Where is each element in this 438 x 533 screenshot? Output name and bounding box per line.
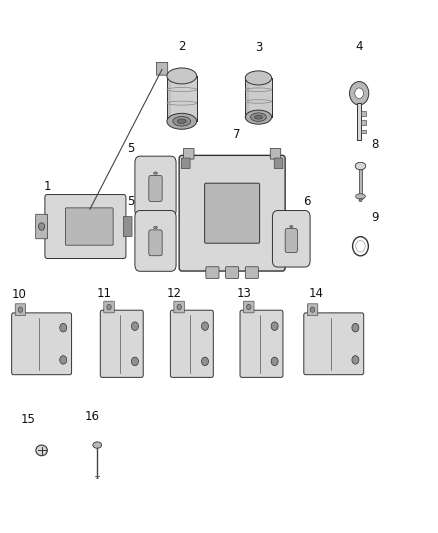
FancyBboxPatch shape <box>205 183 260 243</box>
Ellipse shape <box>254 115 262 119</box>
Polygon shape <box>245 78 248 117</box>
FancyBboxPatch shape <box>307 304 318 316</box>
FancyBboxPatch shape <box>179 156 285 271</box>
FancyBboxPatch shape <box>135 156 176 217</box>
Ellipse shape <box>271 322 278 330</box>
Ellipse shape <box>350 82 369 105</box>
Ellipse shape <box>131 357 138 366</box>
FancyBboxPatch shape <box>226 266 239 279</box>
Ellipse shape <box>245 71 272 85</box>
Polygon shape <box>245 78 272 117</box>
Text: 3: 3 <box>255 42 262 54</box>
FancyBboxPatch shape <box>245 266 258 279</box>
Polygon shape <box>357 103 361 140</box>
FancyBboxPatch shape <box>15 304 26 316</box>
Ellipse shape <box>201 322 208 330</box>
Ellipse shape <box>311 307 315 312</box>
FancyBboxPatch shape <box>272 211 310 267</box>
FancyBboxPatch shape <box>65 208 113 245</box>
Ellipse shape <box>107 304 111 310</box>
Polygon shape <box>167 76 170 122</box>
FancyBboxPatch shape <box>149 230 162 256</box>
FancyBboxPatch shape <box>36 214 47 239</box>
FancyBboxPatch shape <box>12 313 71 375</box>
Ellipse shape <box>93 442 102 448</box>
Text: 5: 5 <box>127 195 134 208</box>
Text: 12: 12 <box>167 287 182 300</box>
FancyBboxPatch shape <box>206 266 219 279</box>
Ellipse shape <box>247 304 251 310</box>
FancyBboxPatch shape <box>124 216 132 237</box>
Ellipse shape <box>290 225 293 228</box>
Text: 11: 11 <box>96 287 111 300</box>
FancyBboxPatch shape <box>304 313 364 375</box>
Ellipse shape <box>177 304 181 310</box>
Text: 14: 14 <box>309 287 324 300</box>
FancyBboxPatch shape <box>181 158 190 169</box>
Polygon shape <box>167 76 197 122</box>
Text: 8: 8 <box>371 139 378 151</box>
Ellipse shape <box>173 117 191 126</box>
Ellipse shape <box>356 193 365 199</box>
Text: 5: 5 <box>127 142 134 155</box>
FancyBboxPatch shape <box>184 149 194 159</box>
Ellipse shape <box>36 445 47 456</box>
Text: 13: 13 <box>237 287 252 300</box>
Ellipse shape <box>167 68 197 84</box>
Polygon shape <box>359 169 362 199</box>
FancyBboxPatch shape <box>240 310 283 377</box>
Text: 10: 10 <box>11 288 26 301</box>
Ellipse shape <box>355 162 366 169</box>
FancyBboxPatch shape <box>285 229 297 253</box>
Ellipse shape <box>271 357 278 366</box>
FancyBboxPatch shape <box>135 211 176 271</box>
Ellipse shape <box>154 172 157 174</box>
Text: 6: 6 <box>303 195 311 208</box>
Text: 15: 15 <box>21 414 36 426</box>
Ellipse shape <box>251 113 266 122</box>
Ellipse shape <box>39 223 45 230</box>
FancyBboxPatch shape <box>100 310 143 377</box>
Polygon shape <box>361 130 366 133</box>
Ellipse shape <box>60 324 67 332</box>
Ellipse shape <box>167 114 197 130</box>
Ellipse shape <box>201 357 208 366</box>
Ellipse shape <box>177 119 186 124</box>
Text: 1: 1 <box>43 180 51 193</box>
FancyBboxPatch shape <box>274 158 283 169</box>
Polygon shape <box>361 120 366 125</box>
FancyBboxPatch shape <box>174 301 184 313</box>
Ellipse shape <box>131 322 138 330</box>
Text: 7: 7 <box>233 128 240 141</box>
FancyBboxPatch shape <box>45 195 126 259</box>
Polygon shape <box>361 111 366 116</box>
Ellipse shape <box>18 307 23 312</box>
Ellipse shape <box>352 324 359 332</box>
Text: 4: 4 <box>355 41 363 53</box>
FancyBboxPatch shape <box>244 301 254 313</box>
FancyBboxPatch shape <box>170 310 213 377</box>
Text: 9: 9 <box>371 211 379 224</box>
FancyBboxPatch shape <box>104 301 114 313</box>
Ellipse shape <box>359 199 362 201</box>
FancyBboxPatch shape <box>149 175 162 201</box>
Text: 16: 16 <box>85 410 99 423</box>
Ellipse shape <box>154 227 157 229</box>
Ellipse shape <box>355 88 364 99</box>
Text: 2: 2 <box>178 41 186 53</box>
FancyBboxPatch shape <box>270 149 281 159</box>
FancyBboxPatch shape <box>156 62 168 75</box>
Ellipse shape <box>245 110 272 124</box>
Ellipse shape <box>352 356 359 364</box>
Ellipse shape <box>60 356 67 364</box>
